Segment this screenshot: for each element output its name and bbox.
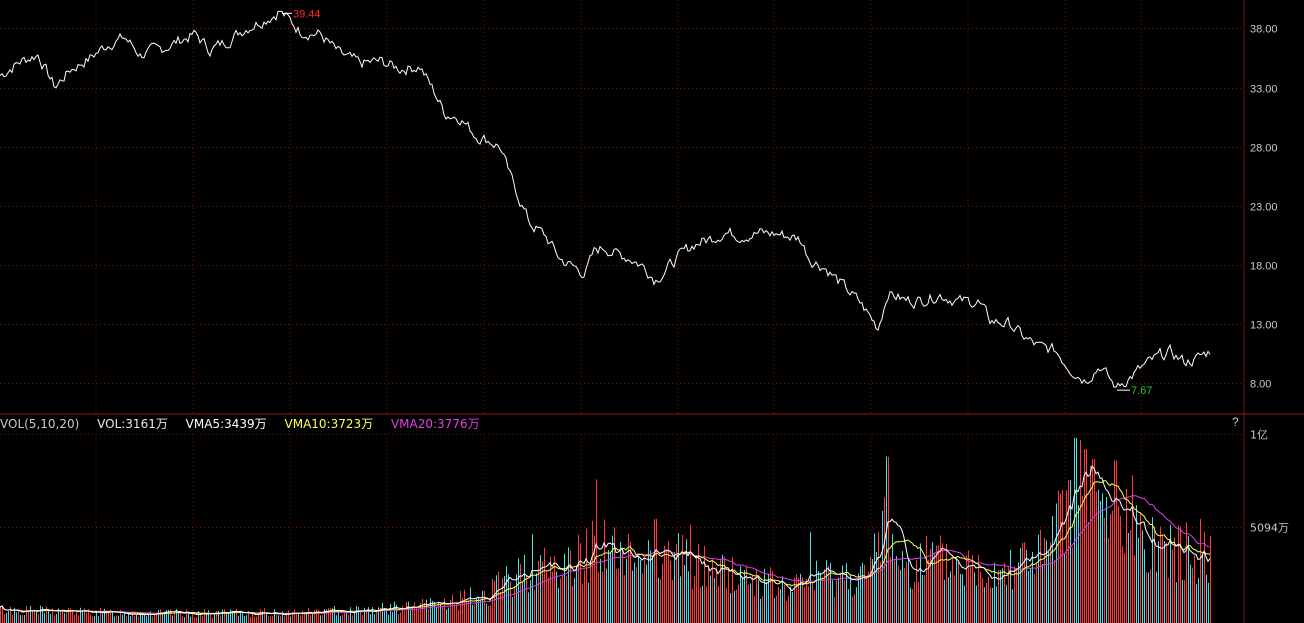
vma5-label: VMA5:3439万 xyxy=(185,417,267,431)
vma20-label: VMA20:3776万 xyxy=(390,417,480,431)
volume-grid xyxy=(0,434,1244,623)
price-tick-label: 18.00 xyxy=(1250,261,1278,273)
volume-tick-label: 5094万 xyxy=(1250,522,1289,535)
price-extremes: 39.44 7.67 xyxy=(282,8,1152,397)
volume-legend: VOL(5,10,20) VOL:3161万 VMA5:3439万 VMA10:… xyxy=(0,415,494,433)
low-price-label: 7.67 xyxy=(1131,385,1152,397)
price-axis: 38.00 33.00 28.00 23.00 18.00 13.00 8.00 xyxy=(1250,24,1278,391)
vma5-line xyxy=(0,465,1211,616)
volume-axis: 1亿 5094万 xyxy=(1250,429,1289,535)
price-series xyxy=(0,10,1211,388)
price-tick-label: 8.00 xyxy=(1250,379,1271,391)
help-button[interactable]: ? xyxy=(1232,415,1239,429)
high-price-label: 39.44 xyxy=(293,8,321,20)
price-tick-label: 38.00 xyxy=(1250,24,1278,36)
price-tick-label: 33.00 xyxy=(1250,84,1278,96)
volume-value-label: VOL:3161万 xyxy=(97,417,168,431)
price-tick-label: 23.00 xyxy=(1250,202,1278,214)
price-tick-label: 28.00 xyxy=(1250,143,1278,155)
volume-tick-label: 1亿 xyxy=(1250,429,1268,442)
vma10-label: VMA10:3723万 xyxy=(284,417,374,431)
volume-indicator-label: VOL(5,10,20) xyxy=(0,417,80,431)
price-tick-label: 13.00 xyxy=(1250,320,1278,332)
volume-moving-averages xyxy=(0,465,1211,616)
price-line xyxy=(0,10,1211,388)
volume-bars xyxy=(0,437,1211,623)
